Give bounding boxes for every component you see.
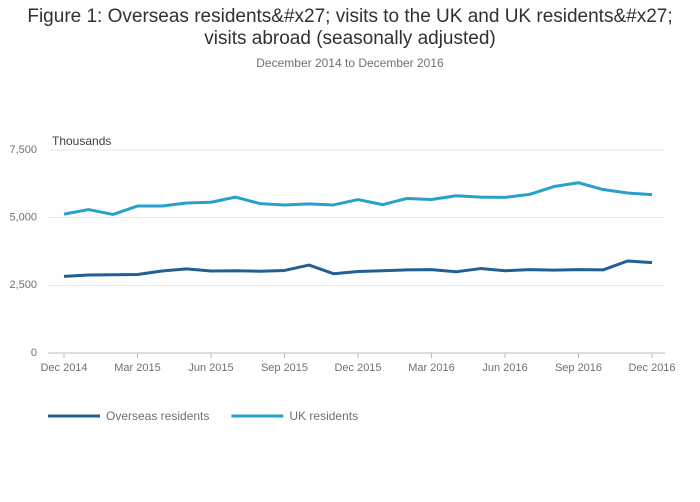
x-tick-label: Dec 2016: [628, 362, 675, 374]
x-tick-label: Sep 2016: [555, 362, 602, 374]
x-tick-label: Jun 2016: [482, 362, 527, 374]
y-axis-label: Thousands: [52, 134, 111, 148]
y-tick-label: 0: [31, 347, 37, 359]
y-tick-label: 2,500: [9, 279, 37, 291]
x-tick-label: Mar 2016: [408, 362, 454, 374]
chart-subtitle: December 2014 to December 2016: [256, 56, 444, 70]
x-tick-label: Mar 2015: [114, 362, 160, 374]
legend-label: Overseas residents: [106, 409, 209, 423]
y-tick-label: 5,000: [9, 212, 37, 224]
series-line: [63, 181, 653, 216]
y-tick-label: 7,500: [9, 144, 37, 156]
x-tick-label: Dec 2015: [334, 362, 381, 374]
chart-title: Figure 1: Overseas residents&#x27; visit…: [27, 6, 673, 49]
x-tick-label: Jun 2015: [188, 362, 233, 374]
x-tick-label: Dec 2014: [40, 362, 87, 374]
series-line: [63, 259, 653, 278]
legend-label: UK residents: [289, 409, 358, 423]
x-tick-label: Sep 2015: [261, 362, 308, 374]
